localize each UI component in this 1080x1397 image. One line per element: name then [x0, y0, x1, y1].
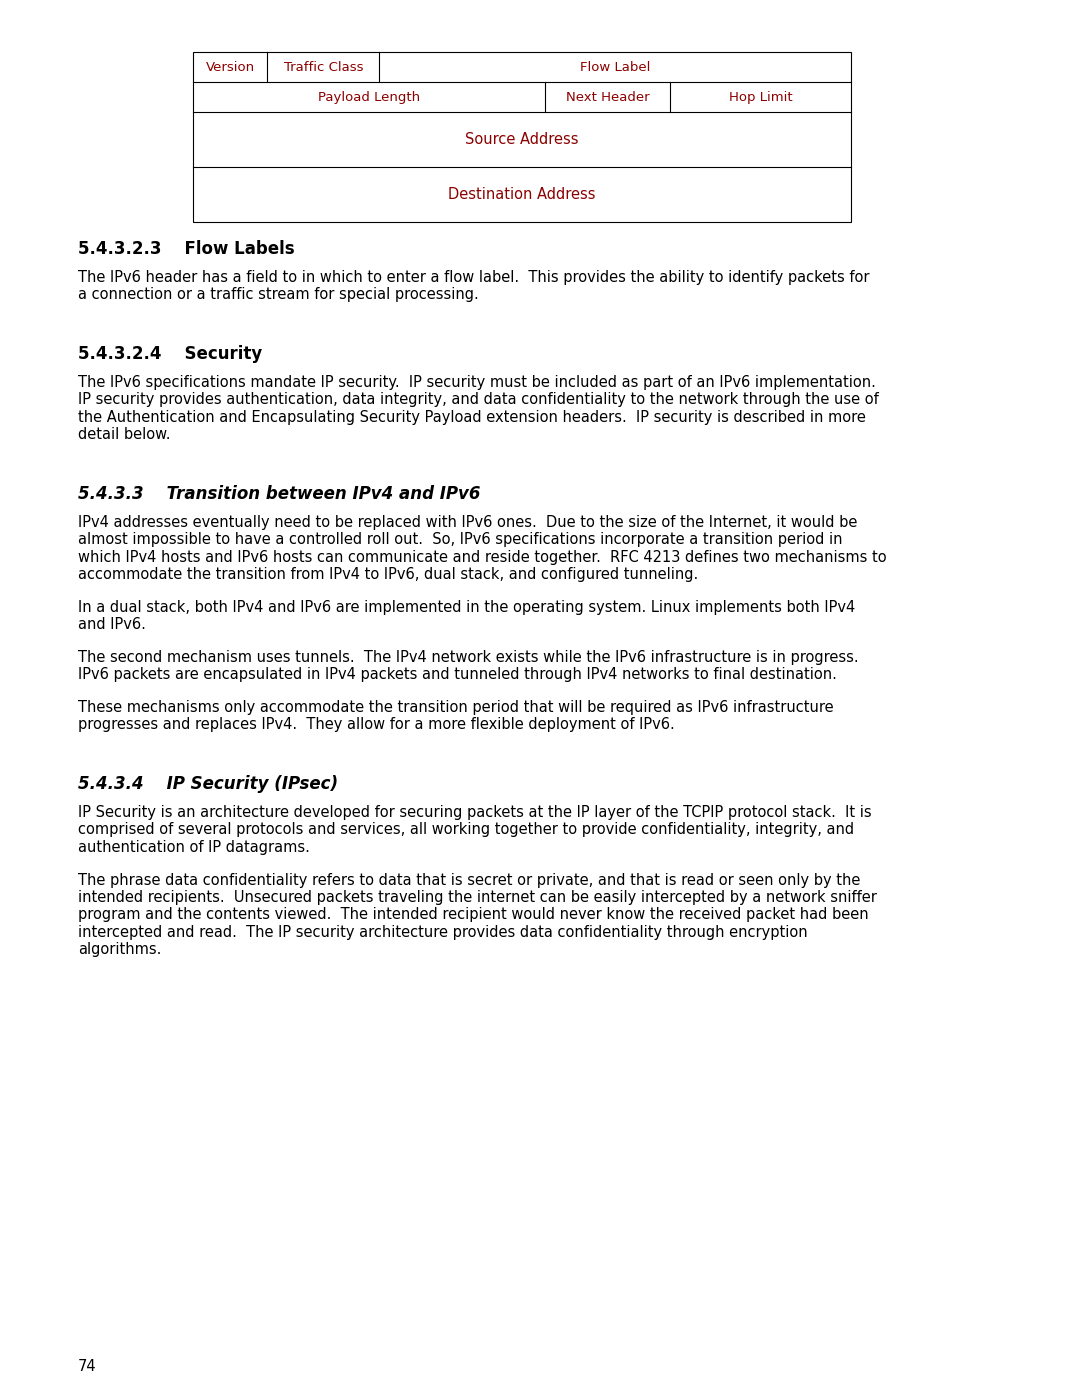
Text: Next Header: Next Header [566, 91, 649, 103]
Text: In a dual stack, both IPv4 and IPv6 are implemented in the operating system. Lin: In a dual stack, both IPv4 and IPv6 are … [78, 599, 855, 633]
Text: 5.4.3.2.3    Flow Labels: 5.4.3.2.3 Flow Labels [78, 240, 295, 258]
Text: The IPv6 header has a field to in which to enter a flow label.  This provides th: The IPv6 header has a field to in which … [78, 270, 869, 302]
Text: Payload Length: Payload Length [318, 91, 420, 103]
Text: Flow Label: Flow Label [580, 60, 650, 74]
Text: The second mechanism uses tunnels.  The IPv4 network exists while the IPv6 infra: The second mechanism uses tunnels. The I… [78, 650, 859, 682]
Text: Traffic Class: Traffic Class [284, 60, 363, 74]
Bar [193, 52, 851, 222]
Text: IP Security is an architecture developed for securing packets at the IP layer of: IP Security is an architecture developed… [78, 805, 872, 855]
Text: Hop Limit: Hop Limit [729, 91, 793, 103]
Text: These mechanisms only accommodate the transition period that will be required as: These mechanisms only accommodate the tr… [78, 700, 834, 732]
Text: The IPv6 specifications mandate IP security.  IP security must be included as pa: The IPv6 specifications mandate IP secur… [78, 374, 879, 443]
Text: Version: Version [205, 60, 255, 74]
Text: 5.4.3.2.4    Security: 5.4.3.2.4 Security [78, 345, 262, 363]
Text: The phrase data confidentiality refers to data that is secret or private, and th: The phrase data confidentiality refers t… [78, 873, 877, 957]
Text: IPv4 addresses eventually need to be replaced with IPv6 ones.  Due to the size o: IPv4 addresses eventually need to be rep… [78, 515, 887, 583]
Text: Destination Address: Destination Address [448, 187, 596, 203]
Text: 5.4.3.4    IP Security (IPsec): 5.4.3.4 IP Security (IPsec) [78, 775, 338, 793]
Text: Source Address: Source Address [465, 131, 579, 147]
Text: 74: 74 [78, 1359, 96, 1375]
Text: 5.4.3.3    Transition between IPv4 and IPv6: 5.4.3.3 Transition between IPv4 and IPv6 [78, 485, 481, 503]
